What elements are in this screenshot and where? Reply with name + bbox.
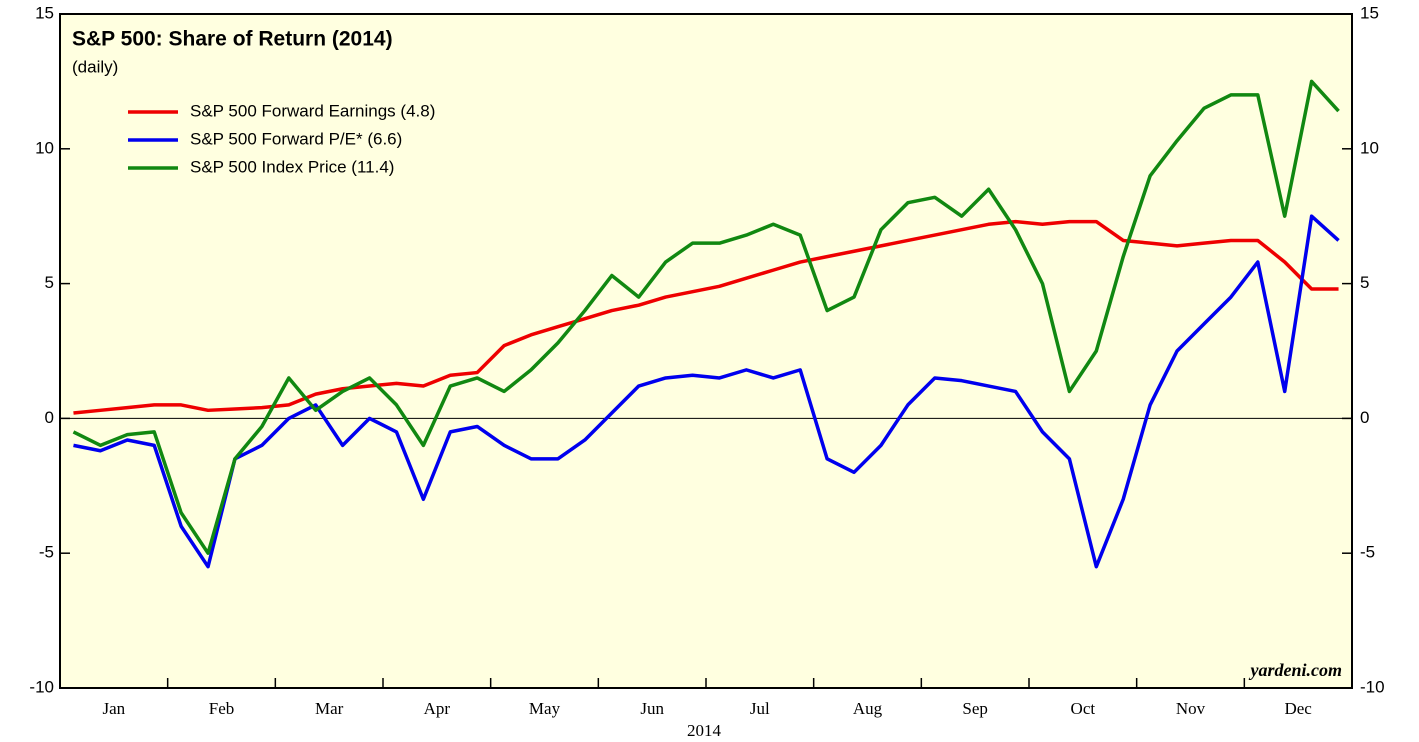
x-tick-label: Oct [1071, 699, 1096, 718]
y-tick-label: -10 [29, 677, 54, 696]
x-tick-label: May [529, 699, 561, 718]
series-line [72, 79, 1340, 555]
x-axis-label: 2014 [687, 721, 722, 740]
y2-tick-label: 5 [1360, 273, 1369, 292]
plot-area [59, 13, 1353, 689]
x-tick-label: Dec [1284, 699, 1312, 718]
y-tick-label: -5 [39, 543, 54, 562]
x-tick-label: Nov [1176, 699, 1206, 718]
x-tick-label: Mar [315, 699, 344, 718]
series-line [73, 214, 1340, 569]
y2-tick-label: 10 [1360, 138, 1379, 157]
y-tick-label: 5 [45, 273, 54, 292]
y-tick-label: 0 [45, 408, 54, 427]
legend-label: S&P 500 Index Price (11.4) [190, 157, 394, 176]
chart-subtitle: (daily) [72, 57, 118, 76]
y-tick-label: 10 [35, 138, 54, 157]
chart-title: S&P 500: Share of Return (2014) [72, 28, 393, 51]
x-tick-label: Jul [750, 699, 770, 718]
y2-tick-label: -5 [1360, 543, 1375, 562]
x-tick-label: Jan [102, 699, 125, 718]
y-tick-label: 15 [35, 3, 54, 22]
y2-tick-label: 15 [1360, 3, 1379, 22]
annotation: yardeni.com [1249, 660, 1343, 680]
legend-label: S&P 500 Forward P/E* (6.6) [190, 129, 402, 148]
y2-tick-label: 0 [1360, 408, 1369, 427]
legend-label: S&P 500 Forward Earnings (4.8) [190, 101, 435, 120]
x-tick-label: Feb [209, 699, 235, 718]
x-tick-label: Aug [853, 699, 883, 718]
x-tick-label: Sep [962, 699, 988, 718]
x-tick-label: Apr [424, 699, 451, 718]
y2-tick-label: -10 [1360, 677, 1385, 696]
x-tick-label: Jun [640, 699, 664, 718]
